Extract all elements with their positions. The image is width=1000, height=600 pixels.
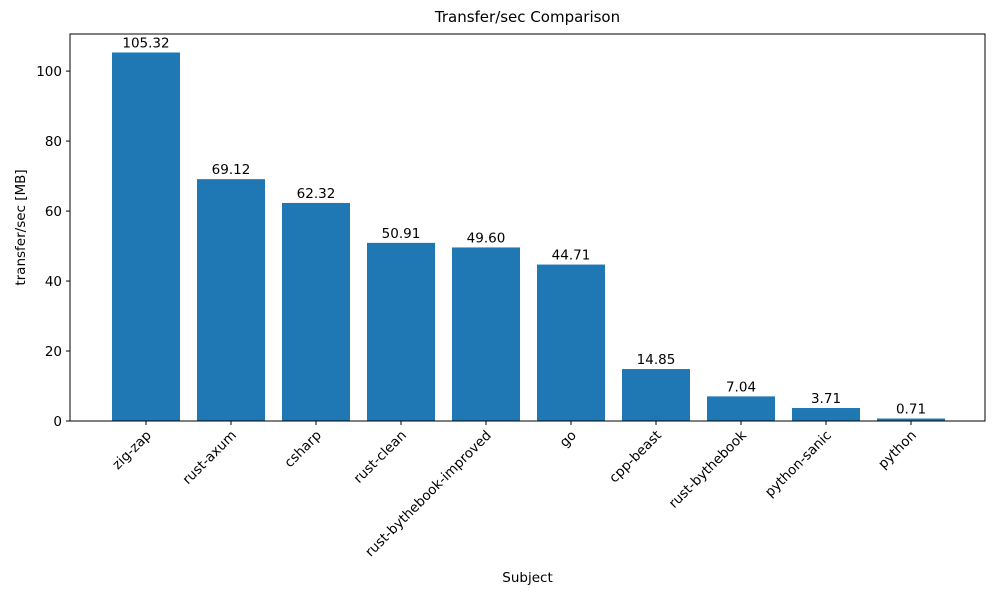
bar <box>112 52 180 422</box>
y-tick-label: 60 <box>45 204 62 220</box>
x-tick-label: python-sanic <box>762 428 835 501</box>
bar-value-label: 14.85 <box>637 352 676 368</box>
x-tick-label: rust-clean <box>351 428 410 487</box>
y-axis-label: transfer/sec [MB] <box>13 169 29 285</box>
bar-value-label: 105.32 <box>122 35 169 51</box>
x-tick-label: csharp <box>281 428 324 471</box>
bar-value-label: 69.12 <box>212 162 251 178</box>
y-tick-label: 20 <box>45 344 62 360</box>
bar <box>537 264 605 421</box>
bar <box>877 418 945 421</box>
bar-value-label: 7.04 <box>726 379 756 395</box>
x-tick-label: rust-axum <box>180 428 240 488</box>
x-tick-label: zig-zap <box>109 428 154 473</box>
bar <box>622 369 690 421</box>
bar-value-label: 50.91 <box>382 226 421 242</box>
bar-value-label: 3.71 <box>811 391 841 407</box>
y-tick-label: 80 <box>45 134 62 150</box>
bar-value-label: 44.71 <box>552 248 591 264</box>
bar-value-label: 49.60 <box>467 230 506 246</box>
bar <box>792 408 860 421</box>
bar-value-label: 0.71 <box>896 402 926 418</box>
x-tick-label: rust-bythebook <box>666 427 750 511</box>
x-axis-label: Subject <box>502 570 552 586</box>
bar <box>367 242 435 421</box>
bar <box>707 396 775 421</box>
x-tick-label: python <box>875 428 920 473</box>
x-tick-label: go <box>557 428 580 451</box>
chart-title: Transfer/sec Comparison <box>434 8 620 26</box>
bar <box>452 247 520 421</box>
bar <box>197 179 265 421</box>
y-tick-label: 100 <box>36 64 62 80</box>
x-tick-label: cpp-beast <box>606 428 665 487</box>
bar-value-label: 62.32 <box>297 186 336 202</box>
y-tick-label: 40 <box>45 274 62 290</box>
bar <box>282 202 350 421</box>
y-tick-label: 0 <box>53 414 62 430</box>
plot-border <box>69 33 986 422</box>
